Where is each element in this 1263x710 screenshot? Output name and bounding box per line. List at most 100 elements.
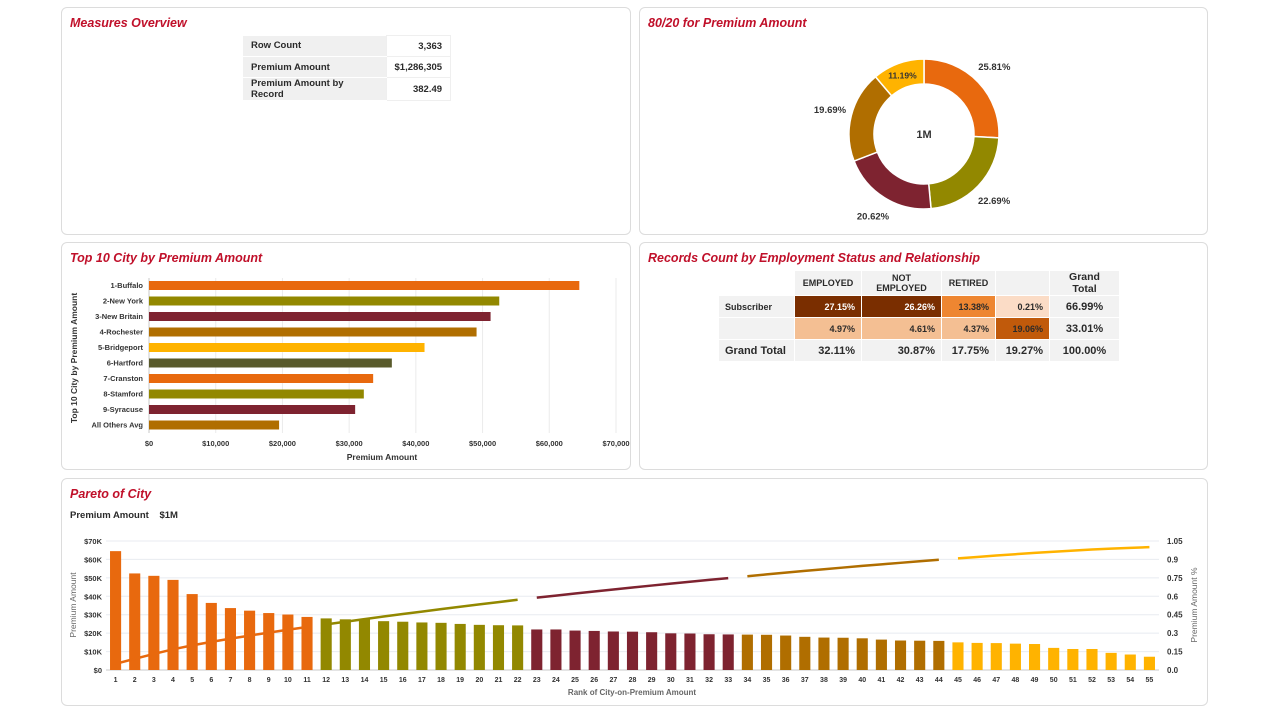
y-tick-label: $40K: [84, 592, 103, 601]
donut-title: 80/20 for Premium Amount: [648, 16, 807, 30]
pareto-bar: [282, 614, 294, 670]
x-tick-label: 38: [820, 677, 828, 684]
pareto-bar: [512, 625, 524, 670]
donut-slice: [874, 58, 925, 97]
pareto-bar: [703, 634, 715, 670]
x-axis-title: Premium Amount: [347, 452, 418, 462]
x-tick-label: 49: [1031, 677, 1039, 684]
pareto-bar: [301, 616, 313, 670]
cumulative-line-segment: [536, 576, 729, 599]
pivot-grand-total-cell: 19.27%: [995, 339, 1050, 362]
pareto-bar: [569, 630, 581, 670]
donut-slice-label: 20.62%: [857, 212, 890, 223]
pareto-bar: [1048, 647, 1060, 670]
pareto-bar: [186, 594, 198, 670]
pivot-col-header: [995, 270, 1050, 296]
x-tick-label: 24: [552, 677, 560, 684]
pivot-col-header: NOT EMPLOYED: [861, 270, 942, 296]
x-tick-label: 26: [590, 677, 598, 684]
x-axis-title: Rank of City-on-Premium Amount: [568, 688, 696, 697]
x-tick-label: $60,000: [536, 439, 563, 448]
x-tick-label: 15: [380, 677, 388, 684]
measure-label: Premium Amount: [243, 56, 386, 78]
x-tick-label: 25: [571, 677, 579, 684]
y2-tick-label: 0.6: [1167, 592, 1179, 601]
pareto-bar: [780, 635, 792, 670]
pivot-grand-total-cell: 30.87%: [861, 339, 942, 362]
pareto-bar: [856, 638, 868, 670]
y2-tick-label: 1.05: [1167, 537, 1183, 546]
pivot-row-total: 33.01%: [1049, 317, 1120, 340]
x-tick-label: 52: [1088, 677, 1096, 684]
y-tick-label: 9-Syracuse: [103, 405, 143, 414]
x-tick-label: 13: [341, 677, 349, 684]
pareto-bar: [244, 610, 256, 670]
x-tick-label: 21: [495, 677, 503, 684]
pivot-grand-total-cell: 17.75%: [941, 339, 996, 362]
pareto-bar: [1086, 648, 1098, 670]
pareto-bar: [665, 633, 677, 670]
x-tick-label: 1: [114, 677, 118, 684]
x-tick-label: 20: [475, 677, 483, 684]
x-tick-label: $50,000: [469, 439, 496, 448]
x-tick-label: 5: [190, 677, 194, 684]
bar: [149, 374, 374, 383]
y2-tick-label: 0.0: [1167, 666, 1179, 675]
cumulative-line-segment: [957, 545, 1150, 560]
pivot-cell: 26.26%: [861, 295, 942, 318]
x-tick-label: 51: [1069, 677, 1077, 684]
pareto-panel: Pareto of City Premium Amount $1M $0 $10K…: [61, 478, 1208, 706]
x-tick-label: $10,000: [202, 439, 229, 448]
x-tick-label: 53: [1107, 677, 1115, 684]
pareto-bar: [1067, 648, 1079, 670]
pareto-bar: [646, 632, 658, 670]
bar: [149, 327, 477, 337]
x-tick-label: 3: [152, 677, 156, 684]
x-tick-label: 8: [248, 677, 252, 684]
cumulative-line-segment: [747, 558, 939, 578]
pareto-bar: [741, 634, 753, 670]
x-tick-label: 41: [877, 677, 885, 684]
pareto-bar: [473, 624, 485, 670]
y2-tick-label: 0.45: [1167, 611, 1183, 620]
pareto-chart: $0 $10K $20K $30K $40K $50K $60K $70K 0.0 0.15 0.3…: [68, 537, 1199, 697]
pareto-bar: [933, 640, 945, 670]
pivot-cell: 0.21%: [995, 295, 1050, 318]
x-tick-label: 28: [629, 677, 637, 684]
donut-slice-label: 19.69%: [814, 105, 847, 116]
pareto-bar: [1105, 652, 1117, 670]
pivot-cell: 27.15%: [794, 295, 862, 318]
pareto-bar: [588, 630, 600, 670]
x-tick-label: 14: [361, 677, 369, 684]
x-tick-label: 2: [133, 677, 137, 684]
measures-row: Premium Amount by Record 382.49: [243, 77, 452, 101]
x-tick-label: 37: [801, 677, 809, 684]
donut-panel: 80/20 for Premium Amount 25.81% 22.69% 20.…: [639, 7, 1208, 235]
pareto-bar: [531, 629, 543, 670]
x-tick-label: 16: [399, 677, 407, 684]
y-tick-label: 3-New Britain: [95, 312, 143, 321]
x-tick-label: 31: [686, 677, 694, 684]
pivot-row: 4.97% 4.61% 4.37% 19.06% 33.01%: [718, 317, 1120, 340]
pareto-bar: [129, 573, 141, 670]
bar: [149, 343, 425, 352]
pivot-cell: 4.97%: [794, 317, 862, 340]
measure-label: Premium Amount by Record: [243, 77, 386, 101]
pareto-measure-summary: Premium Amount $1M: [70, 510, 178, 521]
bar: [149, 296, 500, 306]
pareto-bar: [435, 622, 447, 670]
x-tick-label: 17: [418, 677, 426, 684]
y-tick-label: 6-Hartford: [107, 359, 144, 368]
pivot-grand-total-row: Grand Total 32.11% 30.87% 17.75% 19.27% …: [718, 339, 1120, 362]
bar: [149, 389, 364, 399]
pivot-col-header: RETIRED: [941, 270, 996, 296]
pareto-bar: [760, 634, 773, 670]
pareto-bar: [894, 640, 907, 670]
y-tick-label: 5-Bridgeport: [98, 343, 144, 352]
measures-table: Row Count 3,363 Premium Amount $1,286,30…: [243, 35, 452, 101]
pareto-bar: [1124, 654, 1136, 670]
x-tick-label: 7: [228, 677, 232, 684]
top10-panel: Top 10 City by Premium Amount $0 $10,000 $…: [61, 242, 631, 470]
bar: [149, 281, 580, 290]
cumulative-line-segment: [326, 598, 518, 626]
